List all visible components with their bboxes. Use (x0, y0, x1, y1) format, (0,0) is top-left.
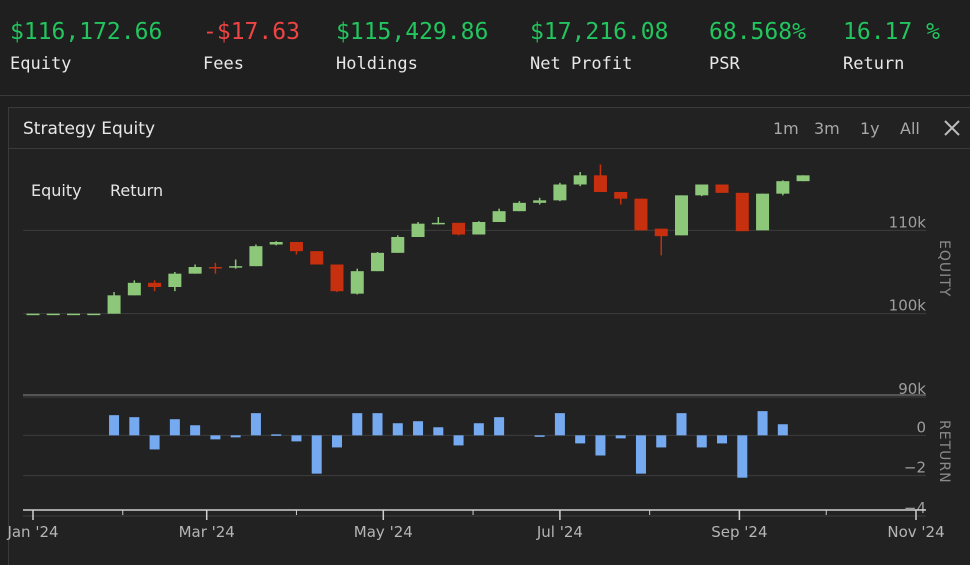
stat-psr: 68.568% PSR (709, 18, 806, 74)
range-1m-button[interactable]: 1m (773, 119, 799, 138)
range-3m-button[interactable]: 3m (814, 119, 840, 138)
strategy-equity-panel: Strategy Equity 1m 3m 1y All (8, 107, 970, 565)
stat-value: -$17.63 (203, 19, 300, 45)
legend-return[interactable]: Return (110, 181, 164, 200)
stat-fees: -$17.63 Fees (203, 18, 300, 74)
stat-holdings: $115,429.86 Holdings (336, 18, 488, 74)
stat-return: 16.17 % Return (843, 18, 940, 74)
stat-label: Return (843, 54, 905, 74)
range-1y-button[interactable]: 1y (860, 119, 880, 138)
stat-equity: $116,172.66 Equity (10, 18, 162, 74)
stat-value: 68.568% (709, 19, 806, 45)
stat-label: Equity (10, 54, 72, 74)
stat-label: PSR (709, 54, 740, 74)
panel-header: Strategy Equity 1m 3m 1y All (9, 108, 970, 149)
stat-value: 16.17 % (843, 19, 940, 45)
stat-label: Fees (203, 54, 244, 74)
stat-value: $17,216.08 (530, 19, 669, 45)
range-all-button[interactable]: All (900, 119, 920, 138)
legend-equity[interactable]: Equity (31, 181, 82, 200)
stat-value: $115,429.86 (336, 19, 489, 45)
close-icon[interactable] (942, 118, 962, 138)
stat-net-profit: $17,216.08 Net Profit (530, 18, 668, 74)
panel-title: Strategy Equity (23, 119, 155, 139)
stats-header: $116,172.66 Equity -$17.63 Fees $115,429… (0, 0, 970, 96)
stat-label: Holdings (336, 54, 418, 74)
stat-label: Net Profit (530, 54, 633, 74)
stat-value: $116,172.66 (10, 19, 163, 45)
